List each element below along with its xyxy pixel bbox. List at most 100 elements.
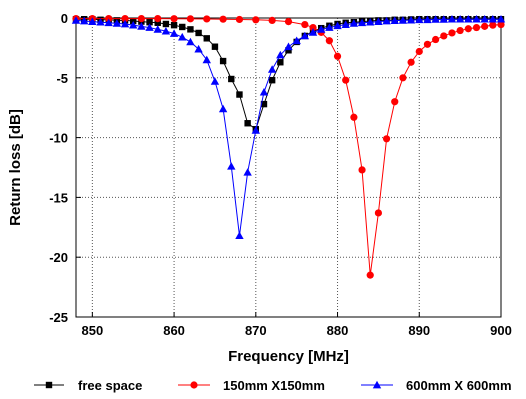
data-point [285,47,292,54]
grid-lines [76,18,501,317]
data-point [146,18,153,26]
data-point [333,52,342,60]
data-point [211,43,219,50]
data-point [350,113,358,121]
data-point [308,28,318,36]
data-point [309,23,317,32]
data-point [170,15,178,23]
data-point [145,23,154,31]
data-point [236,91,243,98]
data-point [186,15,195,23]
data-point [202,55,211,64]
legend-marker [190,381,198,389]
y-tick-label: -25 [49,310,68,325]
data-point [300,31,310,40]
data-point [186,37,195,46]
data-point [406,15,416,24]
data-point [390,16,399,24]
data-point [251,126,261,134]
data-point [137,14,145,23]
data-point [489,21,497,29]
data-point [472,23,481,32]
legend: free space 150mm X150mm 600mm X 600mm [34,378,512,393]
data-point [439,15,448,23]
series-triangle [71,14,506,240]
data-point [358,166,366,174]
data-point [374,17,383,25]
data-point [316,25,326,33]
data-point [120,19,130,28]
data-point [464,25,472,33]
data-point [455,14,465,23]
data-point [398,16,408,24]
data-point [456,26,464,35]
data-point [104,18,113,27]
legend-item-square: free space [34,378,142,393]
data-point [342,76,350,84]
data-point [219,57,227,65]
y-tick-label: -20 [49,250,68,265]
data-point [292,36,301,45]
data-point [235,231,244,240]
data-point [357,18,367,27]
data-point [179,23,186,31]
y-axis-title: Return loss [dB] [7,109,24,226]
data-point [219,15,227,23]
data-point [210,77,220,85]
data-point [497,20,505,29]
data-point [284,17,293,26]
data-point [277,59,284,66]
x-tick-label: 850 [81,323,103,338]
data-point [96,17,105,26]
data-point [391,98,399,106]
data-point [325,23,334,31]
data-point [203,15,211,23]
data-point [194,44,203,53]
x-tick-label: 890 [408,323,430,338]
data-point [480,14,489,23]
data-point [276,50,285,59]
x-tick-label: 900 [490,323,512,338]
data-point [243,168,252,176]
y-tick-label: -15 [49,190,68,205]
data-point [153,25,162,33]
y-tick-label: -5 [56,71,68,86]
data-point [88,17,97,25]
data-point [71,16,81,24]
data-point [169,29,179,37]
data-point [423,40,432,48]
data-point [448,29,456,37]
x-axis-title: Frequency [MHz] [228,348,349,365]
data-point [423,15,432,24]
data-point [472,14,481,23]
data-point [162,20,170,28]
data-point [382,135,391,143]
data-point [137,22,146,30]
data-point [464,14,473,23]
data-point [415,15,424,24]
data-point [399,74,407,82]
data-point [252,16,260,24]
series-layer [71,14,506,279]
data-point [382,16,391,25]
legend-label: free space [78,378,142,393]
data-point [325,37,333,45]
data-point [284,42,293,51]
data-point [121,14,129,23]
data-point [366,271,374,279]
data-point [341,20,350,28]
data-point [195,29,202,37]
data-point [161,26,171,35]
legend-label: 600mm X 600mm [406,378,512,393]
data-point [432,35,440,44]
series-circle [72,14,505,279]
data-point [268,76,276,84]
data-point [260,100,268,108]
data-point [218,104,228,113]
legend-label: 150mm X150mm [223,378,325,393]
data-point [481,22,489,30]
data-point [79,16,89,25]
data-point [366,17,375,26]
